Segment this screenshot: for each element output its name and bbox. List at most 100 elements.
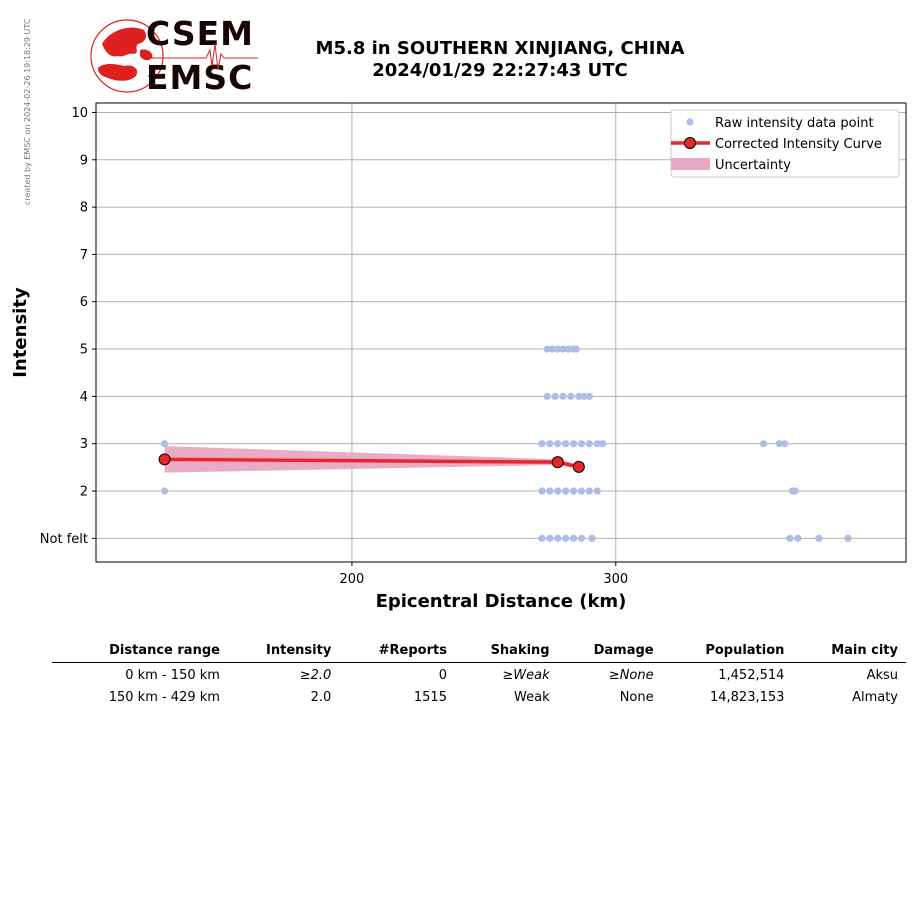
y-tick-label: 9	[80, 153, 88, 168]
corrected-curve-point	[572, 460, 585, 473]
raw-data-point	[538, 440, 546, 448]
y-tick-label: 6	[80, 295, 88, 310]
raw-data-point	[585, 487, 593, 495]
raw-data-point	[562, 487, 570, 495]
x-axis-label: Epicentral Distance (km)	[376, 591, 627, 612]
raw-data-point	[546, 487, 554, 495]
raw-data-point	[781, 440, 789, 448]
col-population: Population	[661, 640, 793, 663]
raw-data-point	[794, 534, 802, 542]
raw-data-point	[569, 440, 578, 448]
raw-data-point	[551, 392, 559, 400]
chart-title-line1: M5.8 in SOUTHERN XINJIANG, CHINA	[315, 38, 685, 59]
raw-data-point	[791, 487, 799, 495]
table-header-row: Distance range Intensity #Reports Shakin…	[52, 640, 906, 663]
col-distance-range: Distance range	[52, 640, 228, 663]
x-tick-label: 300	[603, 572, 628, 587]
x-tick-label: 200	[340, 572, 365, 587]
raw-data-point	[554, 345, 562, 353]
raw-data-point	[585, 440, 593, 448]
raw-data-point	[559, 392, 567, 400]
raw-data-point	[562, 534, 570, 542]
raw-data-point	[538, 534, 546, 542]
legend-uncertainty-swatch	[671, 158, 710, 170]
cell-shaking: ≥Weak	[502, 668, 550, 683]
cell-population: 14,823,153	[709, 690, 785, 705]
y-axis-label: Intensity	[10, 287, 31, 378]
y-tick-label: 10	[71, 106, 88, 121]
cell-intensity: 2.0	[310, 690, 332, 705]
logo-emsc-text: EMSC	[146, 58, 254, 97]
raw-data-point	[543, 345, 551, 353]
raw-data-point	[567, 392, 575, 400]
raw-data-point	[759, 440, 768, 448]
globe-logo-icon	[90, 19, 165, 93]
raw-data-point	[559, 345, 567, 353]
raw-data-point	[569, 487, 578, 495]
raw-data-point	[580, 392, 588, 400]
raw-data-point	[554, 487, 562, 495]
raw-data-point	[786, 534, 794, 542]
cell-population: 1,452,514	[718, 668, 785, 683]
raw-data-point	[548, 345, 557, 353]
plot-frame	[95, 102, 907, 563]
y-tick-label: 4	[80, 390, 88, 405]
y-tick-label: 2	[80, 485, 88, 500]
raw-data-point	[593, 440, 601, 448]
raw-data-point	[775, 440, 783, 448]
raw-data-point	[564, 345, 572, 353]
cell-reports: 1515	[413, 690, 447, 705]
y-tick-label: 8	[80, 201, 88, 216]
corrected-curve-point	[551, 456, 564, 469]
raw-data-point	[577, 534, 586, 542]
legend-curve-marker	[684, 137, 696, 149]
raw-data-point	[546, 534, 554, 542]
y-tick-label: Not felt	[40, 532, 88, 547]
logo-csem-text: CSEM	[146, 14, 254, 53]
cell-damage: None	[619, 690, 654, 705]
raw-data-point	[593, 487, 601, 495]
raw-data-point	[575, 392, 583, 400]
csem-emsc-logo: CSEM EMSC	[88, 14, 258, 100]
cell-damage: ≥None	[608, 668, 654, 683]
col-shaking: Shaking	[454, 640, 558, 663]
cell-range: 150 km - 429 km	[108, 690, 220, 705]
chart-legend: Raw intensity data point Corrected Intens…	[670, 109, 900, 178]
cell-intensity: ≥2.0	[299, 668, 332, 683]
raw-data-point	[844, 534, 852, 542]
chart-title-line2: 2024/01/29 22:27:43 UTC	[372, 60, 628, 81]
raw-data-point	[554, 534, 562, 542]
raw-data-point	[160, 487, 169, 495]
col-intensity: Intensity	[227, 640, 340, 663]
raw-data-point	[815, 534, 823, 542]
cell-shaking: Weak	[514, 690, 550, 705]
legend-label: Raw intensity data point	[715, 116, 874, 131]
table-row: 150 km - 429 km 2.0 1515 Weak None 14,82…	[52, 685, 906, 707]
cell-reports: 0	[438, 668, 447, 683]
raw-data-point	[572, 345, 580, 353]
legend-label: Uncertainty	[715, 158, 791, 173]
raw-data-point	[577, 487, 586, 495]
legend-label: Corrected Intensity Curve	[715, 137, 882, 152]
raw-data-point	[554, 440, 562, 448]
raw-data-point	[588, 534, 596, 542]
cell-city: Aksu	[866, 668, 898, 683]
col-main-city: Main city	[792, 640, 906, 663]
raw-data-point	[577, 440, 586, 448]
col-reports: #Reports	[339, 640, 455, 663]
cell-range: 0 km - 150 km	[125, 668, 220, 683]
raw-data-point	[598, 440, 607, 448]
y-tick-label: 3	[80, 437, 88, 452]
intensity-table: Distance range Intensity #Reports Shakin…	[52, 640, 906, 707]
corrected-curve-point	[158, 453, 171, 466]
seismogram-icon	[148, 43, 258, 71]
plot-area	[96, 103, 906, 562]
raw-data-point	[585, 392, 593, 400]
raw-data-point	[543, 392, 551, 400]
raw-data-point	[562, 440, 570, 448]
cell-city: Almaty	[852, 690, 898, 705]
raw-data-point	[160, 440, 169, 448]
legend-raw-marker	[686, 118, 694, 126]
raw-data-point	[538, 487, 546, 495]
intensity-chart: Not felt 2 3 4 5 6 7 8 9 10 200 300 Epicentral Dista…	[10, 102, 907, 612]
